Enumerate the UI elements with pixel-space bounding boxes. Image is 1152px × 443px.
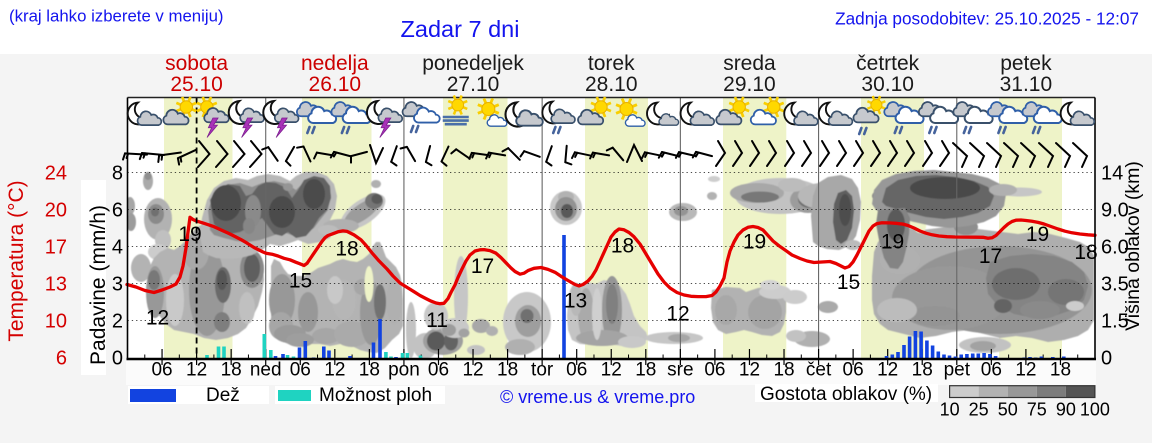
svg-text:sobota: sobota — [165, 52, 228, 75]
svg-text:9.0: 9.0 — [1101, 200, 1129, 222]
svg-text:18: 18 — [1074, 241, 1097, 264]
svg-text:pet: pet — [944, 360, 971, 381]
svg-text:18: 18 — [1050, 360, 1071, 381]
svg-text:4: 4 — [112, 237, 123, 259]
svg-text:ned: ned — [250, 360, 282, 381]
svg-text:pon: pon — [388, 360, 420, 381]
svg-text:13: 13 — [45, 274, 67, 296]
svg-text:Višina oblakov (km): Višina oblakov (km) — [1122, 161, 1144, 331]
svg-text:3: 3 — [112, 274, 123, 296]
svg-text:petek: petek — [1000, 52, 1052, 75]
svg-text:četrtek: četrtek — [856, 52, 920, 75]
svg-text:06: 06 — [428, 360, 449, 381]
svg-text:18: 18 — [221, 360, 242, 381]
svg-text:28.10: 28.10 — [585, 73, 638, 96]
svg-text:6.0: 6.0 — [1101, 237, 1129, 259]
svg-text:11: 11 — [426, 309, 448, 332]
svg-text:19: 19 — [178, 223, 201, 246]
svg-text:10: 10 — [940, 400, 960, 420]
svg-text:torek: torek — [588, 52, 635, 75]
svg-text:12: 12 — [877, 360, 898, 381]
svg-text:nedelja: nedelja — [301, 52, 369, 75]
svg-text:27.10: 27.10 — [447, 73, 500, 96]
svg-text:Gostota oblakov (%): Gostota oblakov (%) — [760, 384, 932, 405]
svg-text:12: 12 — [324, 360, 345, 381]
svg-text:8: 8 — [112, 163, 123, 185]
svg-text:100: 100 — [1080, 400, 1110, 420]
svg-text:0: 0 — [112, 348, 123, 370]
svg-text:90: 90 — [1056, 400, 1076, 420]
svg-text:12: 12 — [186, 360, 207, 381]
svg-text:06: 06 — [843, 360, 864, 381]
svg-text:1.5: 1.5 — [1101, 311, 1129, 333]
svg-text:18: 18 — [773, 360, 794, 381]
svg-text:18: 18 — [912, 360, 933, 381]
svg-text:18: 18 — [359, 360, 380, 381]
svg-text:2: 2 — [112, 311, 123, 333]
svg-text:18: 18 — [335, 238, 358, 261]
svg-text:0: 0 — [1101, 348, 1112, 370]
svg-text:19: 19 — [1026, 223, 1049, 246]
svg-text:15: 15 — [837, 271, 860, 294]
svg-text:75: 75 — [1027, 400, 1047, 420]
svg-text:18: 18 — [611, 235, 634, 258]
svg-text:06: 06 — [981, 360, 1002, 381]
svg-text:15: 15 — [289, 270, 312, 293]
svg-text:© vreme.us & vreme.pro: © vreme.us & vreme.pro — [500, 387, 695, 407]
svg-text:12: 12 — [739, 360, 760, 381]
svg-text:sre: sre — [667, 360, 693, 381]
svg-text:06: 06 — [290, 360, 311, 381]
svg-text:19: 19 — [881, 231, 904, 254]
svg-text:10: 10 — [45, 311, 67, 333]
svg-text:31.10: 31.10 — [1000, 73, 1053, 96]
svg-text:24: 24 — [45, 163, 67, 185]
svg-text:tor: tor — [531, 360, 554, 381]
svg-text:25: 25 — [969, 400, 989, 420]
svg-text:20: 20 — [45, 200, 67, 222]
svg-text:30.10: 30.10 — [861, 73, 914, 96]
svg-text:25.10: 25.10 — [170, 73, 223, 96]
svg-text:Dež: Dež — [206, 385, 240, 406]
svg-text:Padavine (mm/h): Padavine (mm/h) — [87, 205, 110, 365]
svg-text:Zadnja posodobitev: 25.10.2025: Zadnja posodobitev: 25.10.2025 - 12:07 — [835, 9, 1139, 29]
svg-text:12: 12 — [1015, 360, 1036, 381]
svg-text:13: 13 — [564, 290, 587, 313]
svg-text:17: 17 — [979, 245, 1002, 268]
svg-text:06: 06 — [151, 360, 172, 381]
svg-text:29.10: 29.10 — [723, 73, 776, 96]
svg-text:06: 06 — [566, 360, 587, 381]
svg-text:26.10: 26.10 — [309, 73, 362, 96]
svg-text:Možnost ploh: Možnost ploh — [319, 385, 432, 406]
svg-text:(kraj lahko izberete v meniju): (kraj lahko izberete v meniju) — [9, 7, 224, 26]
svg-text:12: 12 — [146, 307, 169, 330]
svg-text:17: 17 — [45, 237, 67, 259]
svg-text:ponedeljek: ponedeljek — [422, 52, 524, 75]
svg-text:12: 12 — [666, 303, 689, 326]
svg-text:19: 19 — [743, 231, 766, 254]
svg-text:Zadar 7 dni: Zadar 7 dni — [401, 16, 520, 42]
svg-text:12: 12 — [601, 360, 622, 381]
svg-text:Temperatura (°C): Temperatura (°C) — [5, 180, 28, 341]
svg-text:06: 06 — [704, 360, 725, 381]
svg-text:18: 18 — [497, 360, 518, 381]
svg-text:17: 17 — [471, 255, 494, 278]
svg-text:3.5: 3.5 — [1101, 274, 1129, 296]
svg-text:sreda: sreda — [723, 52, 776, 75]
svg-text:6: 6 — [112, 200, 123, 222]
svg-text:50: 50 — [998, 400, 1018, 420]
svg-text:čet: čet — [806, 360, 832, 381]
svg-text:12: 12 — [462, 360, 483, 381]
svg-text:18: 18 — [635, 360, 656, 381]
svg-text:14: 14 — [1101, 163, 1123, 185]
svg-text:6: 6 — [56, 348, 67, 370]
